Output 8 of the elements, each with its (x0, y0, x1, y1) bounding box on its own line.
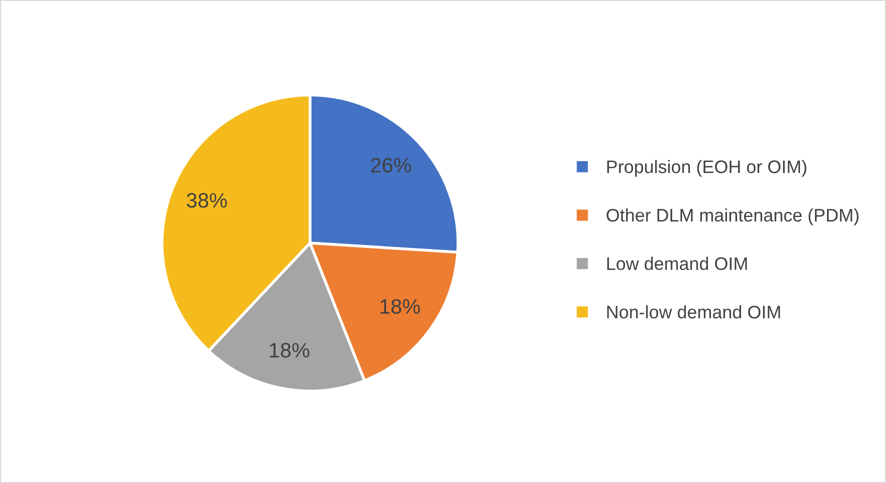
legend-label: Non-low demand OIM (607, 305, 780, 318)
data-label: 18% (270, 342, 310, 358)
legend-label: Propulsion (EOH or OIM) (607, 160, 806, 177)
legend-label: Other DLM maintenance (PDM) (606, 208, 859, 226)
data-label: 18% (380, 299, 420, 314)
data-label: 26% (371, 158, 412, 173)
data-label: 38% (186, 192, 227, 208)
legend-label: Low demand OIM (607, 256, 747, 270)
